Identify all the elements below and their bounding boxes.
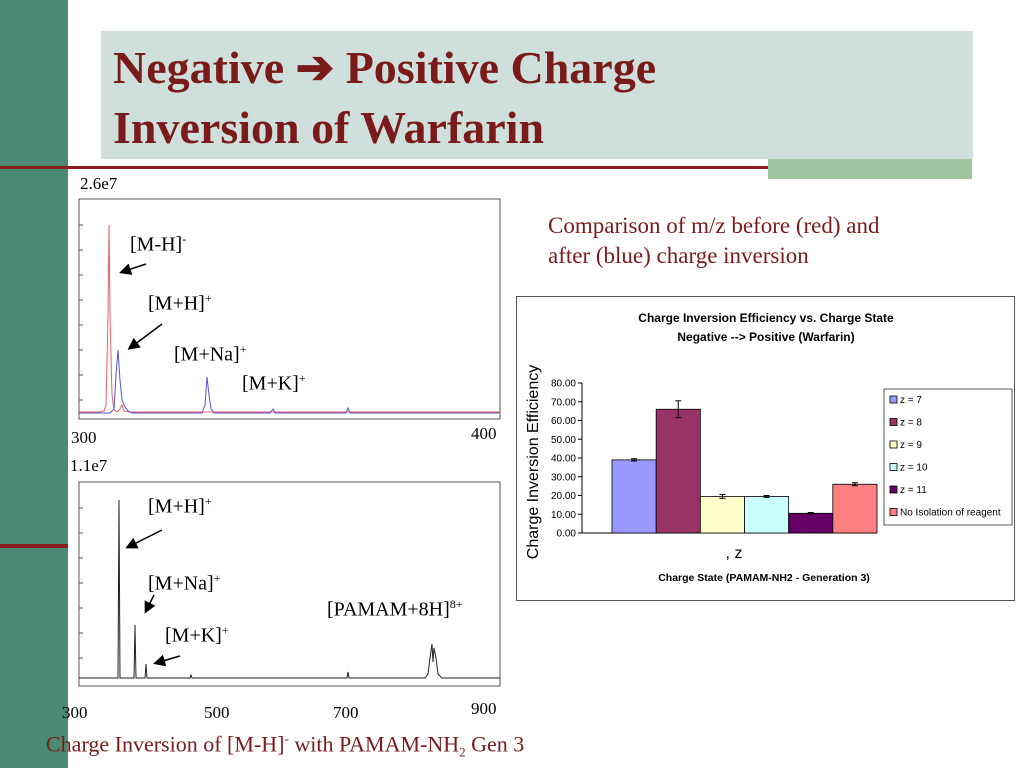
comparison-note: Comparison of m/z before (red) and after… — [548, 211, 968, 271]
chart-bar — [611, 459, 657, 534]
accent-rectangle — [768, 159, 972, 179]
top-spectrum-ticks — [79, 224, 83, 401]
chart-bar — [655, 408, 701, 534]
arrow-icon — [127, 323, 163, 350]
chart-legend-label: z = 8 — [900, 418, 922, 429]
label-m-plus-na-bottom: [M+Na]+ — [148, 571, 221, 595]
label-m-plus-na-top: [M+Na]+ — [174, 342, 247, 366]
top-spectrum-frame — [78, 198, 501, 420]
efficiency-chart-svg: Charge Inversion Efficiency vs. Charge S… — [525, 311, 1013, 584]
top-x-start: 300 — [71, 428, 97, 447]
chart-x-axis-text: , z — [726, 545, 743, 562]
bottom-tick-700: 700 — [333, 703, 359, 722]
chart-bar — [699, 496, 745, 534]
label-m-plus-h-bottom: [M+H]+ — [148, 494, 212, 518]
bottom-tick-300: 300 — [62, 703, 88, 722]
bottom-spectrum-max: 1.1e7 — [70, 456, 108, 475]
title-line-2: Inversion of Warfarin — [113, 102, 545, 153]
chart-y-tick-label: 60.00 — [551, 416, 576, 427]
chart-legend-swatch — [889, 508, 898, 516]
chart-legend-swatch — [889, 395, 898, 404]
chart-y-tick-label: 20.00 — [551, 491, 576, 502]
arrow-icon — [144, 594, 156, 614]
chart-y-tick-label: 0.00 — [557, 529, 577, 540]
chart-bar — [788, 512, 834, 534]
chart-legend-label: z = 10 — [900, 463, 928, 474]
title-banner — [101, 31, 973, 159]
top-spectrum — [78, 198, 501, 420]
right-arrow-icon: ➔ — [295, 42, 335, 93]
arrow-icon — [125, 529, 163, 549]
chart-legend-swatch — [889, 463, 898, 471]
chart-legend-swatch — [889, 418, 898, 426]
bottom-spectrum-ticks — [79, 507, 83, 659]
top-spectrum-max: 2.6e7 — [80, 174, 118, 193]
label-m-plus-h-top: [M+H]+ — [148, 291, 212, 315]
title-word-negative: Negative — [113, 42, 285, 93]
top-spectrum-blue-trace — [79, 349, 500, 414]
bottom-tick-500: 500 — [204, 703, 230, 722]
bottom-tick-900: 900 — [471, 699, 497, 718]
title-word-positive: Positive Charge — [345, 42, 657, 93]
chart-y-label: Charge Inversion Efficiency — [525, 365, 542, 559]
chart-legend-label: z = 11 — [900, 485, 927, 496]
chart-subtitle: Negative --> Positive (Warfarin) — [677, 330, 854, 344]
top-x-end: 400 — [471, 424, 497, 443]
chart-bar — [832, 483, 878, 534]
efficiency-chart: Charge Inversion Efficiency vs. Charge S… — [516, 296, 1015, 601]
bottom-arrows — [125, 529, 181, 667]
left-rule — [0, 544, 68, 548]
chart-y-tick-label: 40.00 — [551, 454, 576, 465]
slide-title: Negative ➔ Positive Charge Inversion of … — [113, 38, 963, 158]
label-m-plus-k-bottom: [M+K]+ — [165, 623, 229, 647]
label-pamam: [PAMAM+8H]8+ — [327, 597, 463, 621]
chart-y-tick-label: 30.00 — [551, 472, 576, 483]
bottom-spectrum-frame — [78, 481, 501, 687]
comparison-line-1: Comparison of m/z before (red) and — [548, 213, 880, 238]
bottom-spectrum-trace — [79, 499, 500, 679]
chart-legend-swatch — [889, 440, 898, 449]
chart-y-tick-label: 50.00 — [551, 435, 576, 446]
left-accent-bar — [0, 0, 68, 768]
arrow-icon — [153, 654, 181, 667]
comparison-line-2: after (blue) charge inversion — [548, 243, 809, 268]
chart-bar — [744, 496, 790, 534]
slide-caption: Charge Inversion of [M-H]- with PAMAM-NH… — [46, 731, 525, 760]
chart-y-tick-label: 10.00 — [551, 510, 576, 521]
chart-legend-label: z = 7 — [900, 395, 922, 406]
chart-y-tick-label: 70.00 — [551, 397, 576, 408]
chart-legend-label: No Isolation of reagent — [900, 508, 1001, 519]
bottom-spectrum — [78, 481, 501, 687]
chart-y-tick-label: 80.00 — [551, 379, 576, 390]
top-spectrum-red-trace — [79, 224, 500, 413]
label-m-minus-h: [M-H]- — [130, 232, 187, 256]
chart-legend — [883, 388, 1013, 526]
chart-legend-swatch — [889, 485, 898, 494]
arrow-icon — [119, 263, 147, 275]
title-rule — [0, 166, 972, 169]
chart-legend-label: z = 9 — [900, 440, 922, 451]
chart-title: Charge Inversion Efficiency vs. Charge S… — [638, 311, 894, 325]
chart-x-label: Charge State (PAMAM-NH2 - Generation 3) — [658, 572, 870, 584]
top-arrows — [119, 263, 163, 350]
label-m-plus-k-top: [M+K]+ — [242, 371, 306, 395]
